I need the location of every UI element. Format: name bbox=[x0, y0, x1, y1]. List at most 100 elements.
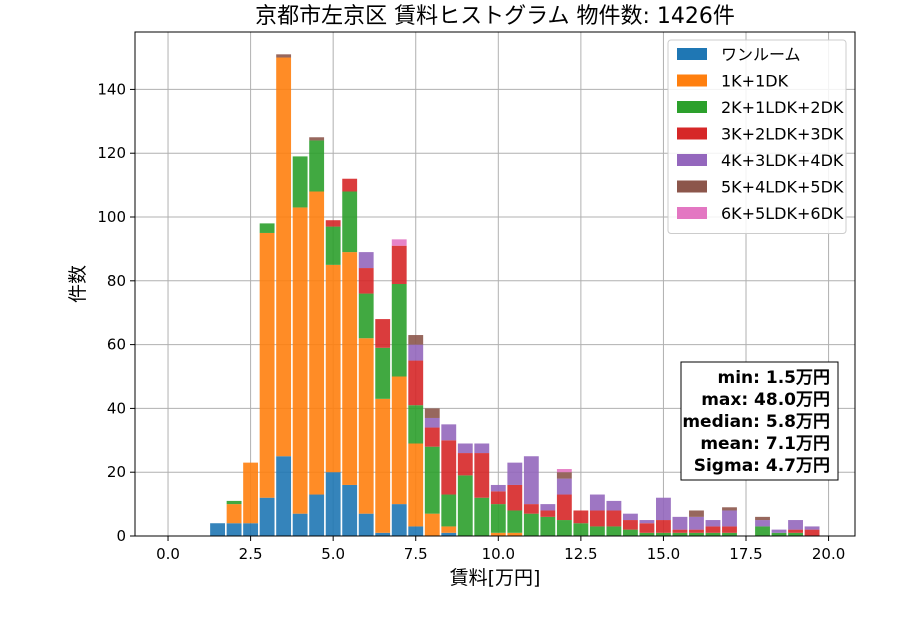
bar-series-3-bin-14 bbox=[441, 440, 457, 495]
legend-label: 2K+1LDK+2DK bbox=[721, 98, 844, 117]
bar-series-4-bin-9 bbox=[358, 252, 374, 269]
bar-series-1-bin-14 bbox=[441, 526, 457, 533]
bar-series-0-bin-1 bbox=[226, 523, 242, 536]
bar-series-4-bin-14 bbox=[441, 424, 457, 441]
bar-series-1-bin-1 bbox=[226, 504, 242, 524]
bar-series-2-bin-26 bbox=[639, 532, 655, 536]
bar-series-5-bin-31 bbox=[722, 507, 737, 511]
bar-series-4-bin-23 bbox=[589, 494, 605, 511]
stats-line: Sigma: 4.7万円 bbox=[694, 456, 830, 476]
bar-series-2-bin-7 bbox=[325, 226, 341, 265]
bars bbox=[210, 54, 820, 536]
bar-series-4-bin-17 bbox=[490, 484, 506, 492]
bar-series-0-bin-11 bbox=[391, 504, 407, 536]
bar-series-3-bin-25 bbox=[622, 520, 638, 530]
y-tick-label: 20 bbox=[107, 463, 126, 481]
y-tick-label: 140 bbox=[97, 80, 126, 98]
bar-series-5-bin-21 bbox=[556, 472, 572, 479]
bar-series-1-bin-6 bbox=[309, 191, 325, 495]
bar-series-2-bin-17 bbox=[490, 504, 506, 533]
bar-series-4-bin-26 bbox=[639, 520, 655, 524]
bar-series-3-bin-9 bbox=[358, 268, 374, 294]
bar-series-3-bin-8 bbox=[342, 178, 358, 192]
legend-swatch bbox=[677, 101, 707, 113]
legend-box bbox=[667, 39, 847, 234]
stats-line: min: 1.5万円 bbox=[718, 368, 830, 388]
bar-series-4-bin-36 bbox=[804, 526, 820, 530]
bar-series-4-bin-35 bbox=[788, 520, 803, 530]
bar-series-3-bin-30 bbox=[705, 526, 721, 533]
x-tick-label: 17.5 bbox=[729, 545, 762, 563]
bar-series-3-bin-27 bbox=[656, 520, 671, 533]
bar-series-3-bin-12 bbox=[408, 360, 424, 406]
legend-swatch bbox=[677, 48, 707, 60]
bar-series-2-bin-30 bbox=[705, 532, 721, 536]
bar-series-4-bin-29 bbox=[689, 516, 704, 530]
bar-series-3-bin-7 bbox=[325, 220, 341, 227]
bar-series-0-bin-4 bbox=[276, 456, 292, 536]
y-tick-label: 80 bbox=[107, 272, 126, 290]
bar-series-4-bin-27 bbox=[656, 497, 671, 521]
x-tick-label: 10.0 bbox=[482, 545, 515, 563]
bar-series-2-bin-20 bbox=[540, 516, 556, 536]
bar-series-4-bin-28 bbox=[672, 516, 688, 530]
bar-series-6-bin-21 bbox=[556, 469, 572, 473]
bar-series-4-bin-25 bbox=[622, 513, 638, 521]
bar-series-1-bin-11 bbox=[391, 376, 407, 505]
legend-label: 6K+5LDK+6DK bbox=[721, 204, 844, 223]
bar-series-2-bin-3 bbox=[259, 223, 275, 233]
bar-series-4-bin-21 bbox=[556, 478, 572, 495]
legend-label: ワンルーム bbox=[721, 45, 801, 64]
bar-series-4-bin-13 bbox=[424, 417, 440, 428]
y-axis-ticks: 0 20 40 60 80 100 120 140 bbox=[97, 80, 135, 545]
bar-series-2-bin-25 bbox=[622, 529, 638, 536]
y-tick-label: 100 bbox=[97, 208, 126, 226]
bar-series-5-bin-4 bbox=[276, 54, 292, 58]
bar-series-4-bin-18 bbox=[507, 462, 523, 485]
bar-series-0-bin-2 bbox=[243, 523, 259, 536]
bar-series-2-bin-28 bbox=[672, 532, 688, 536]
bar-series-2-bin-21 bbox=[556, 520, 572, 536]
x-tick-label: 15.0 bbox=[647, 545, 680, 563]
legend-swatch bbox=[677, 154, 707, 166]
bar-series-1-bin-17 bbox=[490, 532, 506, 536]
bar-series-2-bin-13 bbox=[424, 446, 440, 514]
bar-series-3-bin-11 bbox=[391, 245, 407, 284]
bar-series-2-bin-34 bbox=[771, 532, 787, 536]
bar-series-1-bin-12 bbox=[408, 443, 424, 527]
bar-series-0-bin-5 bbox=[292, 513, 308, 536]
bar-series-1-bin-13 bbox=[424, 513, 440, 536]
legend-label: 4K+3LDK+4DK bbox=[721, 151, 844, 170]
bar-series-3-bin-20 bbox=[540, 510, 556, 517]
bar-series-2-bin-24 bbox=[606, 526, 622, 536]
x-tick-label: 7.5 bbox=[404, 545, 428, 563]
bar-series-2-bin-22 bbox=[573, 523, 589, 536]
bar-series-3-bin-10 bbox=[375, 319, 391, 348]
x-tick-label: 0.0 bbox=[156, 545, 180, 563]
bar-series-3-bin-18 bbox=[507, 484, 523, 511]
stats-line: max: 48.0万円 bbox=[701, 390, 830, 410]
bar-series-1-bin-10 bbox=[375, 398, 391, 533]
bar-series-4-bin-31 bbox=[722, 510, 737, 527]
bar-series-4-bin-24 bbox=[606, 500, 622, 511]
bar-series-0-bin-9 bbox=[358, 513, 374, 536]
bar-series-4-bin-33 bbox=[755, 520, 770, 527]
bar-series-3-bin-31 bbox=[722, 526, 737, 533]
bar-series-2-bin-8 bbox=[342, 191, 358, 253]
x-tick-label: 12.5 bbox=[564, 545, 597, 563]
bar-series-3-bin-26 bbox=[639, 523, 655, 533]
y-axis-label: 件数 bbox=[67, 265, 89, 303]
bar-series-5-bin-13 bbox=[424, 408, 440, 418]
bar-series-2-bin-18 bbox=[507, 510, 523, 533]
bar-series-2-bin-31 bbox=[722, 532, 737, 536]
bar-series-3-bin-23 bbox=[589, 510, 605, 527]
bar-series-3-bin-21 bbox=[556, 494, 572, 521]
bar-series-0-bin-7 bbox=[325, 472, 341, 536]
bar-series-3-bin-19 bbox=[523, 504, 539, 514]
y-tick-label: 0 bbox=[116, 527, 126, 545]
bar-series-3-bin-36 bbox=[804, 529, 820, 536]
bar-series-6-bin-11 bbox=[391, 239, 407, 246]
bar-series-0-bin-3 bbox=[259, 497, 275, 536]
